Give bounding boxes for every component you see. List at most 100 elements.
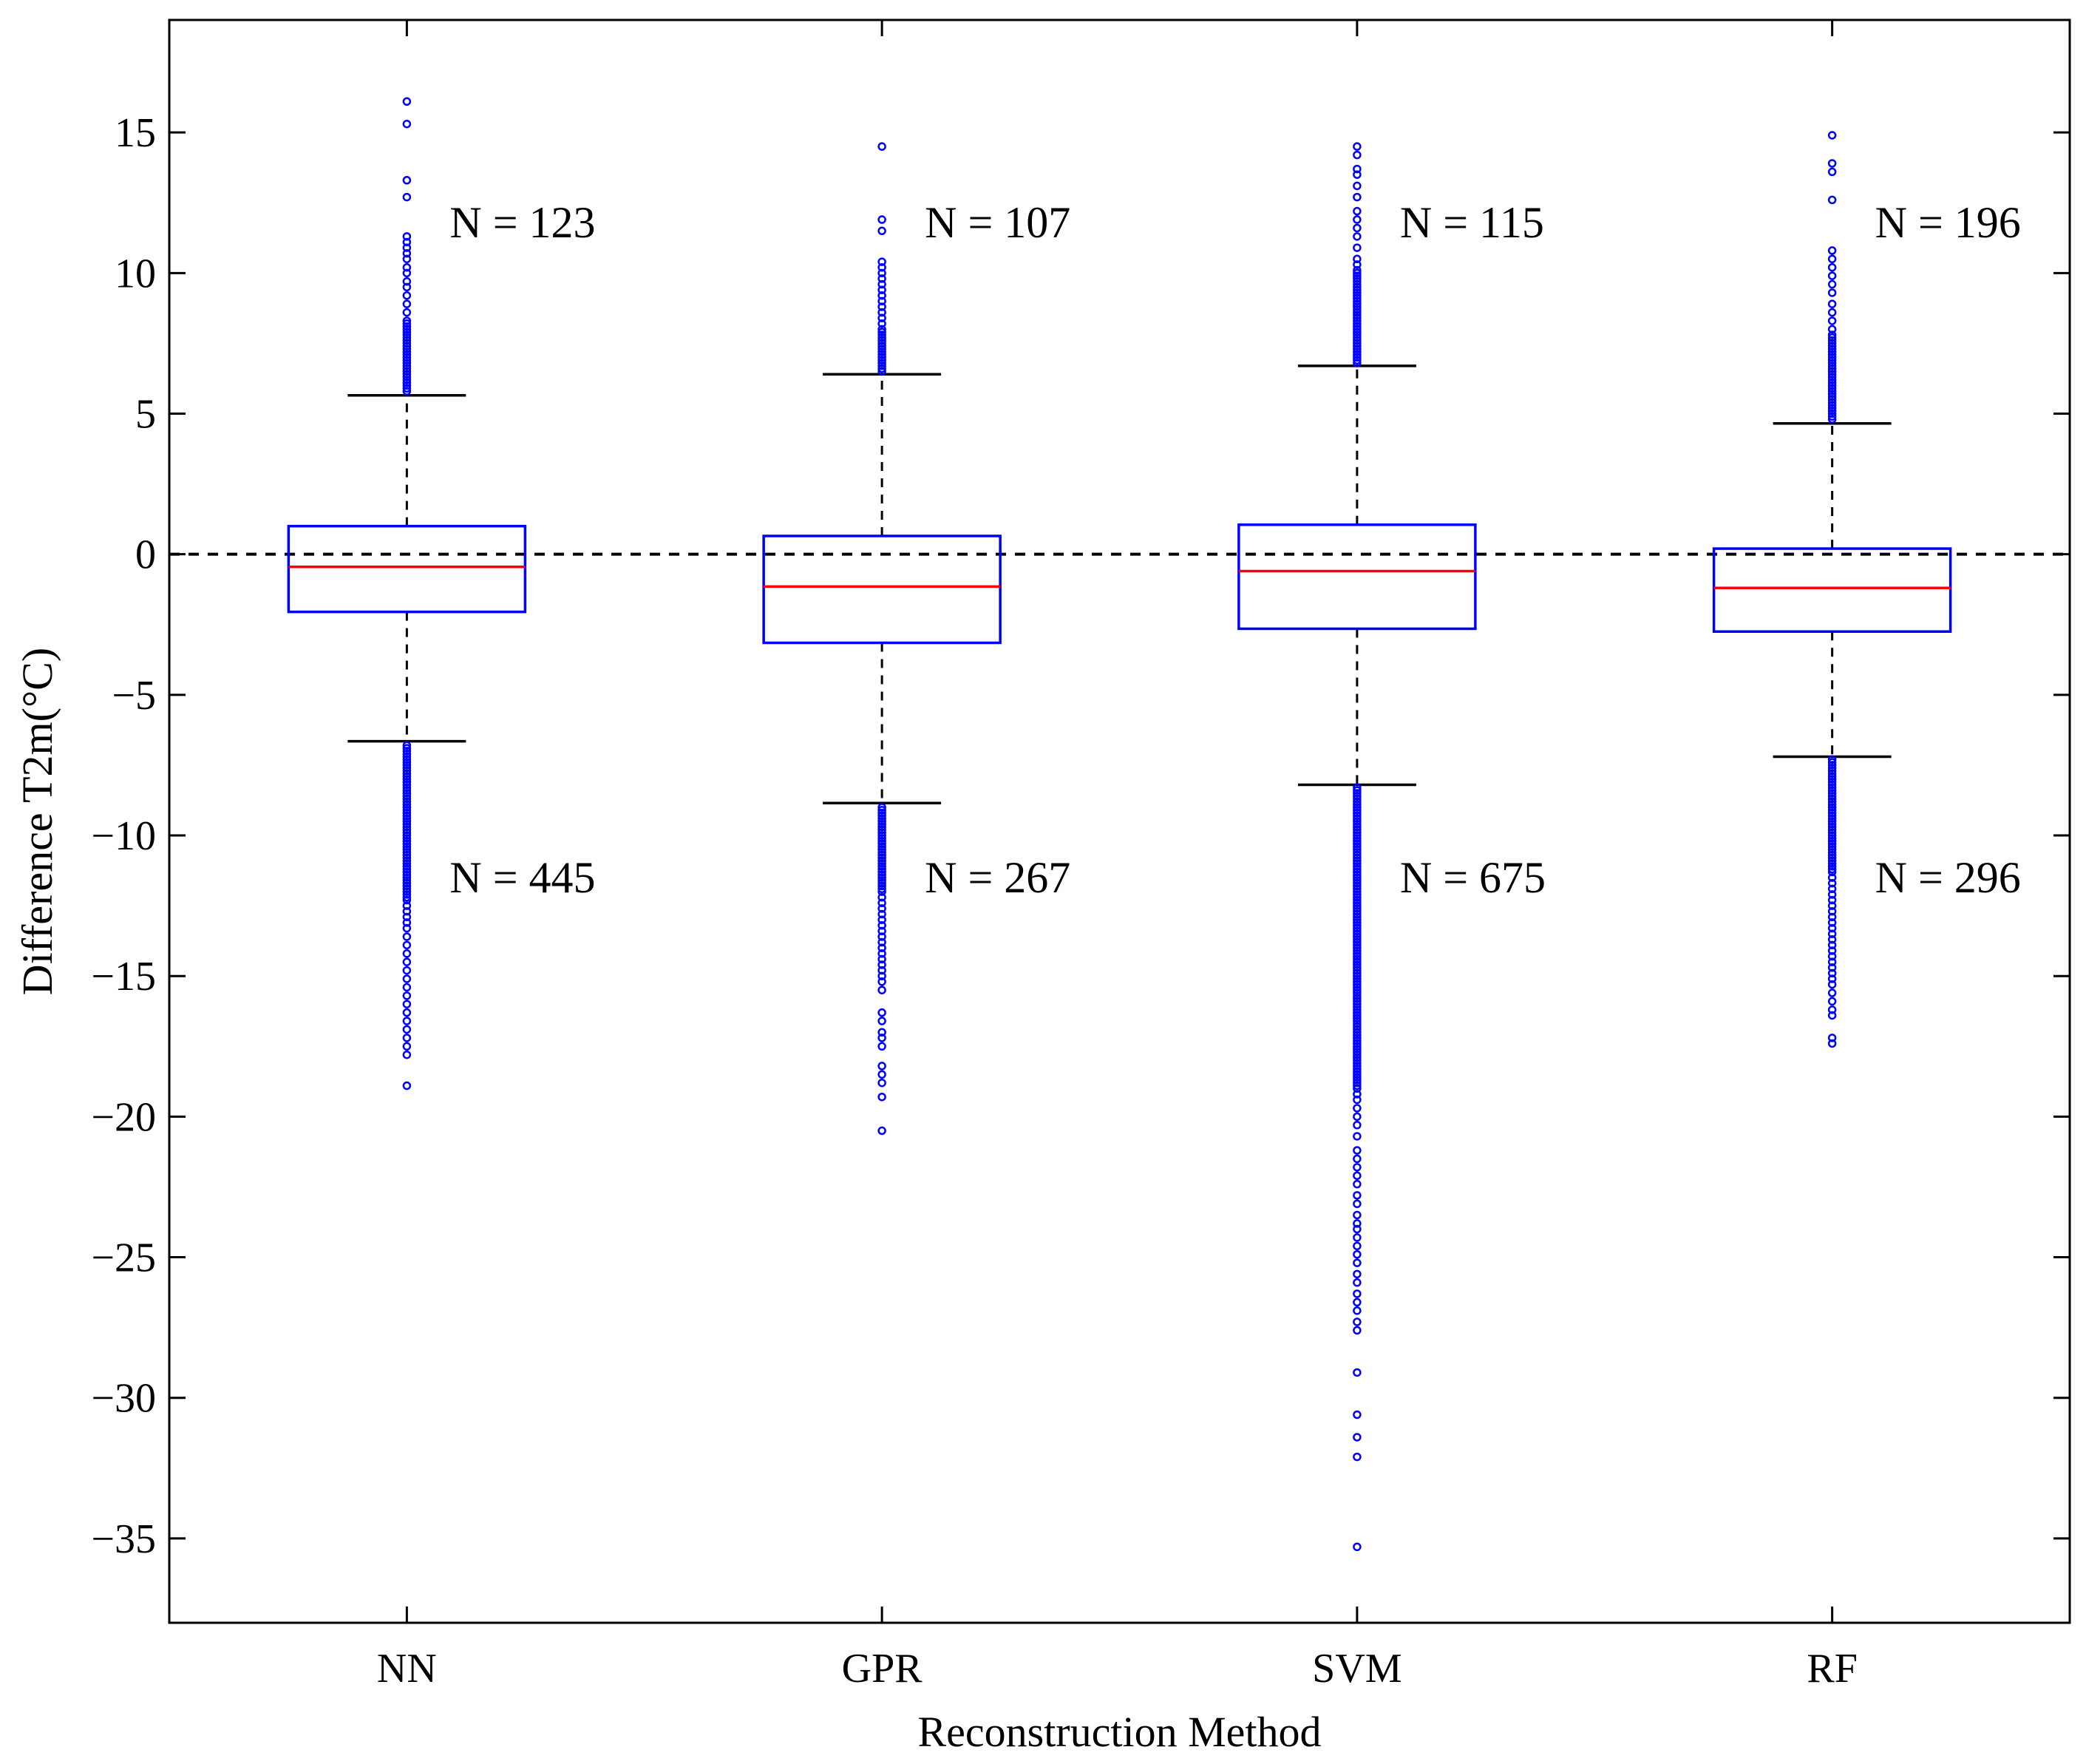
outlier-point: [1827, 330, 1837, 339]
outlier-point: [877, 898, 886, 908]
outlier-point: [1353, 786, 1362, 795]
outlier-point: [402, 97, 412, 106]
outlier-point: [1353, 1039, 1362, 1048]
outlier-point: [402, 786, 412, 795]
outlier-point: [1827, 929, 1837, 938]
outlier-point: [877, 836, 886, 846]
outlier-point: [1827, 884, 1837, 894]
outlier-point: [1353, 342, 1362, 350]
outlier-point: [402, 828, 412, 837]
y-tick-label: −20: [91, 1094, 156, 1140]
outlier-count-high: N = 107: [925, 198, 1070, 247]
outlier-point: [1353, 1028, 1362, 1037]
outlier-point: [1353, 890, 1362, 899]
outlier-point: [877, 274, 886, 283]
y-tick-label: −30: [91, 1376, 156, 1422]
outlier-point: [402, 353, 412, 362]
outlier-point: [1827, 1005, 1837, 1014]
outlier-point: [877, 920, 886, 930]
outlier-point: [1353, 991, 1362, 1000]
outlier-point: [1827, 378, 1837, 387]
outlier-point: [1353, 1045, 1362, 1054]
outlier-point: [1827, 775, 1837, 784]
outlier-point: [1353, 836, 1362, 846]
outlier-point: [1353, 940, 1362, 950]
outlier-point: [1353, 811, 1362, 821]
outlier-point: [1827, 834, 1837, 843]
outlier-point: [1827, 800, 1837, 809]
outlier-point: [1353, 1034, 1362, 1042]
outlier-point: [1827, 918, 1837, 927]
outlier-point: [1353, 963, 1362, 972]
outlier-point: [1827, 387, 1837, 396]
outlier-point: [1827, 778, 1837, 787]
outlier-point: [402, 932, 412, 941]
outlier-point: [402, 856, 412, 865]
outlier-point: [1353, 859, 1362, 868]
outlier-point: [877, 279, 886, 289]
outlier-point: [1827, 362, 1837, 370]
outlier-point: [877, 811, 886, 821]
outlier-point: [877, 328, 886, 336]
outlier-point: [1827, 820, 1837, 829]
iqr-box: [287, 524, 527, 614]
y-tick-label: −5: [112, 673, 156, 719]
outlier-point: [1827, 412, 1837, 421]
outlier-point: [1827, 347, 1837, 356]
outlier-point: [1353, 1146, 1362, 1155]
outlier-point: [1353, 296, 1362, 306]
outlier-point: [1353, 937, 1362, 947]
outlier-point: [1353, 1095, 1362, 1105]
outlier-point: [877, 325, 886, 334]
outlier-point: [402, 376, 412, 384]
outlier-point: [402, 316, 412, 325]
outlier-point: [1353, 820, 1362, 829]
outlier-point: [1353, 988, 1362, 997]
outlier-point: [1353, 867, 1362, 877]
outlier-point: [877, 814, 886, 823]
outlier-point: [1827, 755, 1837, 764]
outlier-point: [1353, 1011, 1362, 1020]
outlier-point: [1827, 381, 1837, 390]
outlier-point: [877, 296, 886, 306]
outlier-point: [1353, 797, 1362, 807]
outlier-point: [402, 825, 412, 835]
outlier-point: [877, 878, 886, 888]
outlier-point: [877, 986, 886, 994]
outlier-point: [1353, 1056, 1362, 1065]
x-tick-label: NN: [377, 1646, 437, 1692]
outlier-point: [1353, 808, 1362, 818]
outlier-point: [402, 262, 412, 272]
outlier-point: [877, 977, 886, 986]
outlier-point: [402, 367, 412, 376]
outlier-point: [402, 772, 412, 781]
outlier-point: [402, 803, 412, 812]
outlier-point: [1827, 940, 1837, 950]
outlier-count-low: N = 675: [1400, 853, 1546, 902]
outlier-point: [877, 937, 886, 947]
outlier-point: [402, 330, 412, 339]
y-tick-label: −35: [91, 1516, 156, 1562]
outlier-point: [402, 848, 412, 857]
outlier-point: [402, 345, 412, 353]
outlier-point: [402, 299, 412, 308]
outlier-point: [877, 1028, 886, 1037]
outlier-point: [877, 859, 886, 868]
outlier-point: [1827, 316, 1837, 325]
outlier-point: [1353, 839, 1362, 849]
outlier-point: [877, 845, 886, 854]
outlier-point: [1353, 1154, 1362, 1164]
outlier-point: [1827, 797, 1837, 807]
outlier-point: [877, 1062, 886, 1071]
box-group-svm: N = 115 N = 675: [1237, 142, 1546, 1552]
outlier-point: [402, 780, 412, 790]
outlier-point: [1827, 339, 1837, 348]
outlier-point: [1353, 828, 1362, 837]
outlier-point: [402, 333, 412, 342]
outlier-point: [402, 308, 412, 317]
outlier-point: [877, 285, 886, 294]
outlier-point: [877, 881, 886, 891]
outlier-point: [1353, 853, 1362, 863]
outlier-point: [1827, 409, 1837, 418]
